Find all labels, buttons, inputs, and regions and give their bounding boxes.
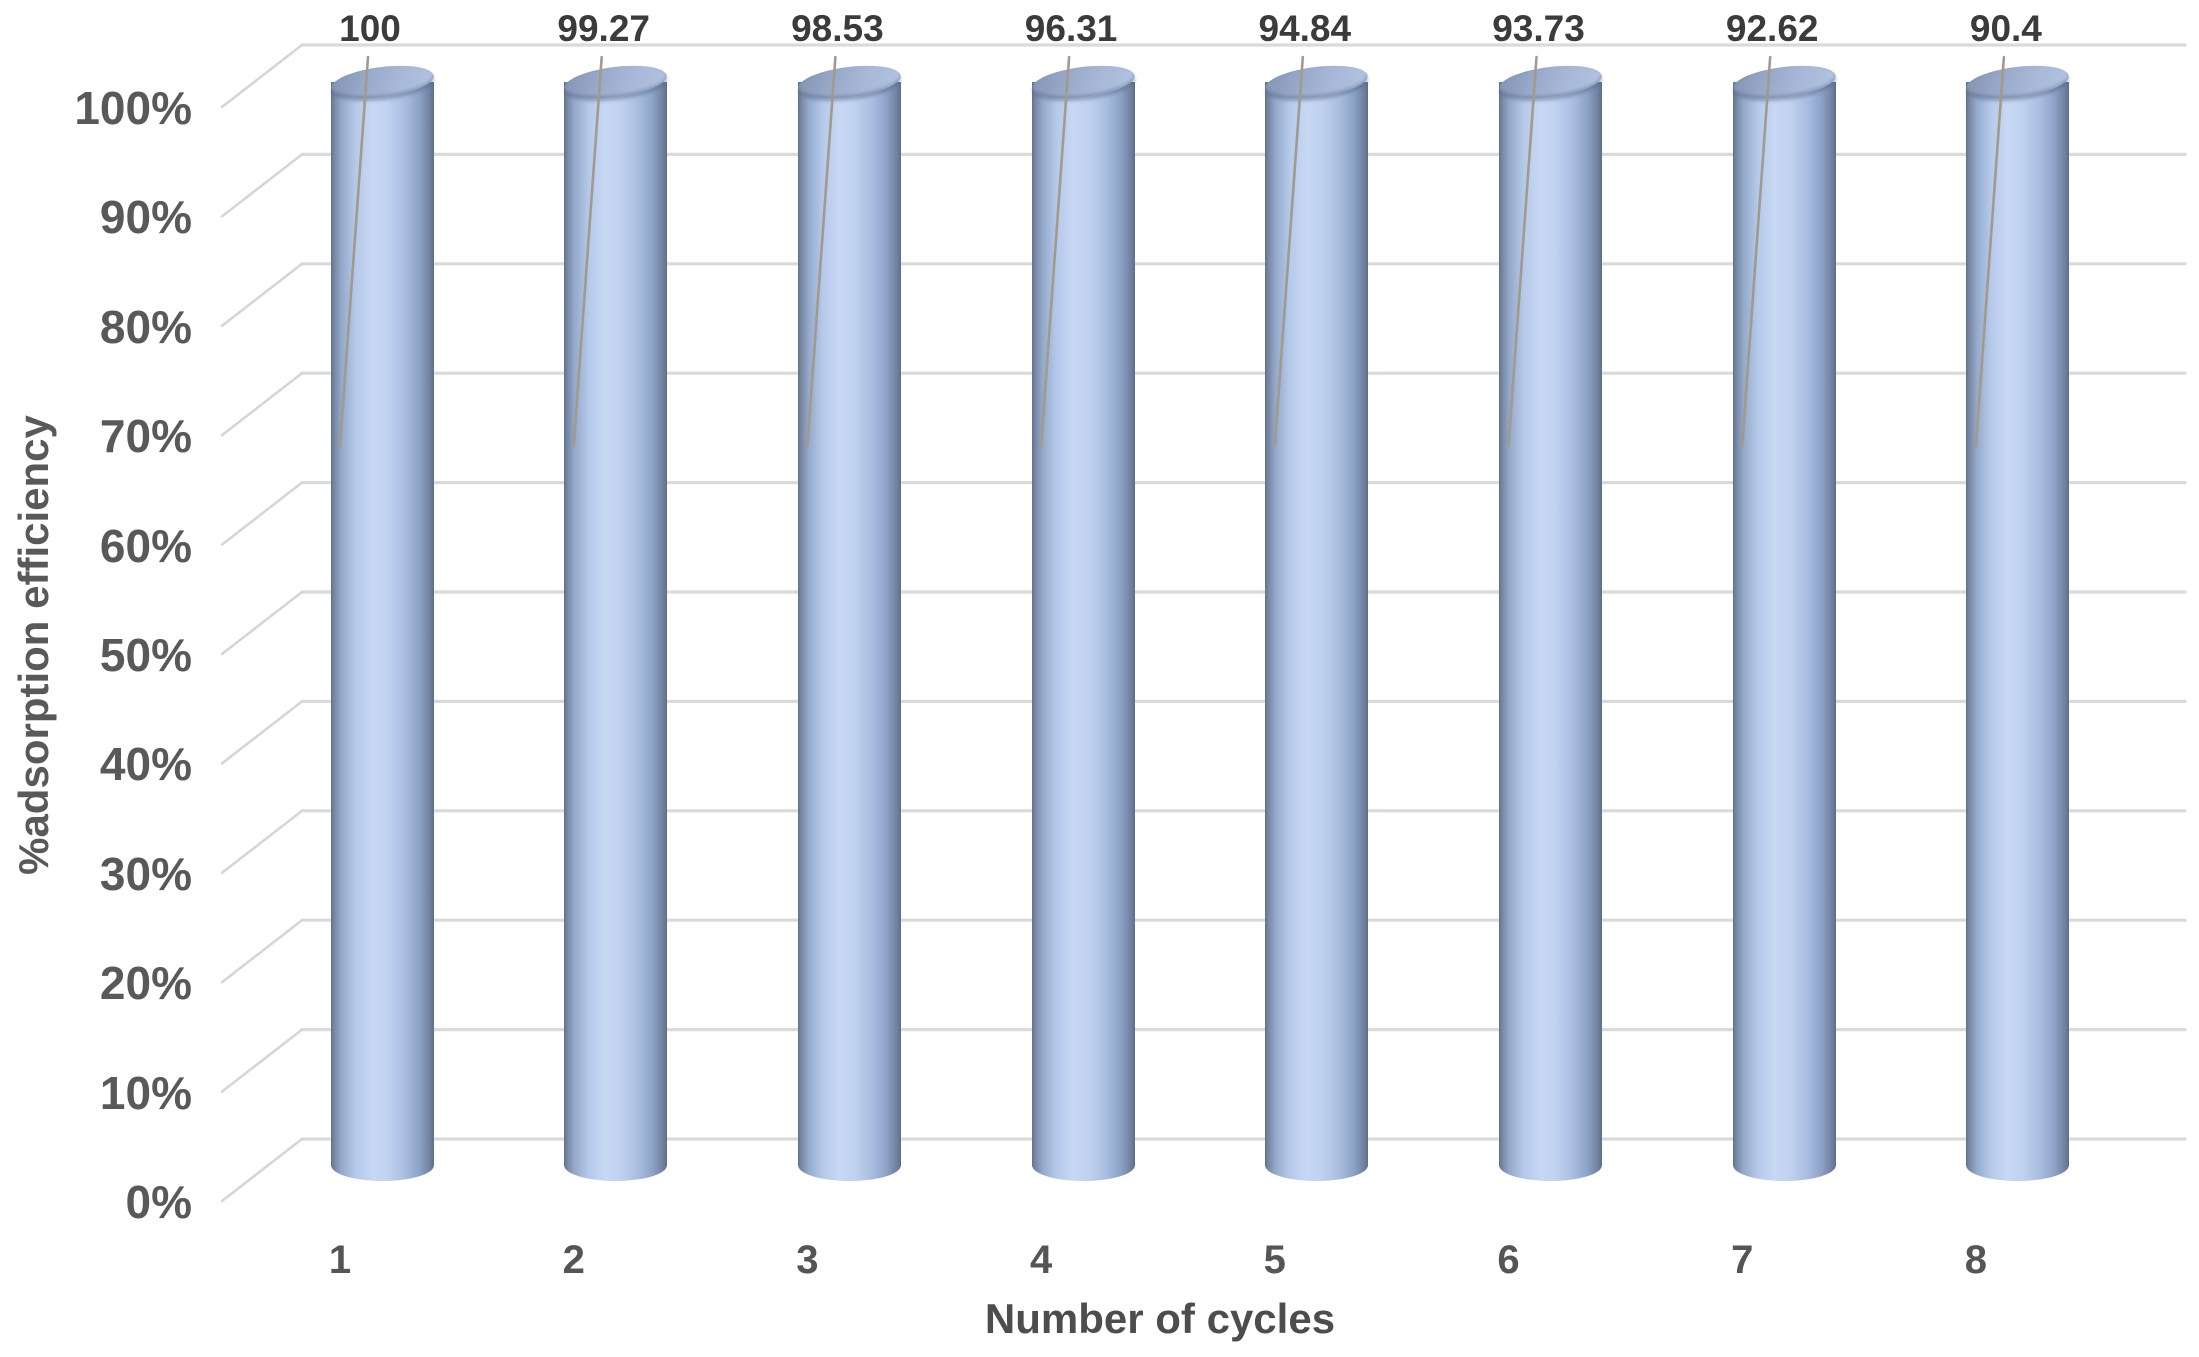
data-label: 92.62 — [1725, 8, 1819, 49]
x-tick-label: 4 — [1029, 1238, 1053, 1282]
data-label: 98.53 — [791, 8, 884, 49]
data-label: 99.27 — [557, 8, 650, 49]
y-tick-label: 0% — [125, 1176, 192, 1228]
y-tick-label: 100% — [74, 82, 192, 134]
data-label: 94.84 — [1258, 8, 1352, 49]
x-tick-label: 7 — [1731, 1238, 1754, 1282]
y-tick-label: 70% — [99, 410, 192, 463]
x-axis-title: Number of cycles — [984, 1295, 1336, 1342]
x-tick-label: 8 — [1964, 1238, 1988, 1282]
data-label: 100 — [339, 8, 401, 49]
x-tick-label: 6 — [1497, 1238, 1520, 1282]
y-tick-label: 20% — [99, 957, 192, 1010]
y-tick-label: 60% — [99, 519, 192, 572]
x-tick-label: 2 — [562, 1238, 585, 1282]
x-tick-label: 5 — [1263, 1238, 1286, 1282]
y-tick-label: 10% — [99, 1066, 192, 1119]
y-tick-label: 90% — [99, 191, 192, 244]
y-tick-label: 80% — [99, 300, 192, 353]
y-tick-label: 50% — [99, 629, 192, 681]
x-tick-label: 3 — [796, 1238, 819, 1282]
data-label: 90.4 — [1969, 8, 2042, 49]
data-label: 93.73 — [1492, 8, 1585, 49]
y-tick-label: 30% — [99, 847, 192, 900]
y-tick-label: 40% — [99, 738, 192, 791]
y-axis-title: %adsorption efficiency — [10, 415, 57, 875]
x-tick-label: 1 — [328, 1238, 352, 1282]
data-label: 96.31 — [1024, 8, 1118, 49]
